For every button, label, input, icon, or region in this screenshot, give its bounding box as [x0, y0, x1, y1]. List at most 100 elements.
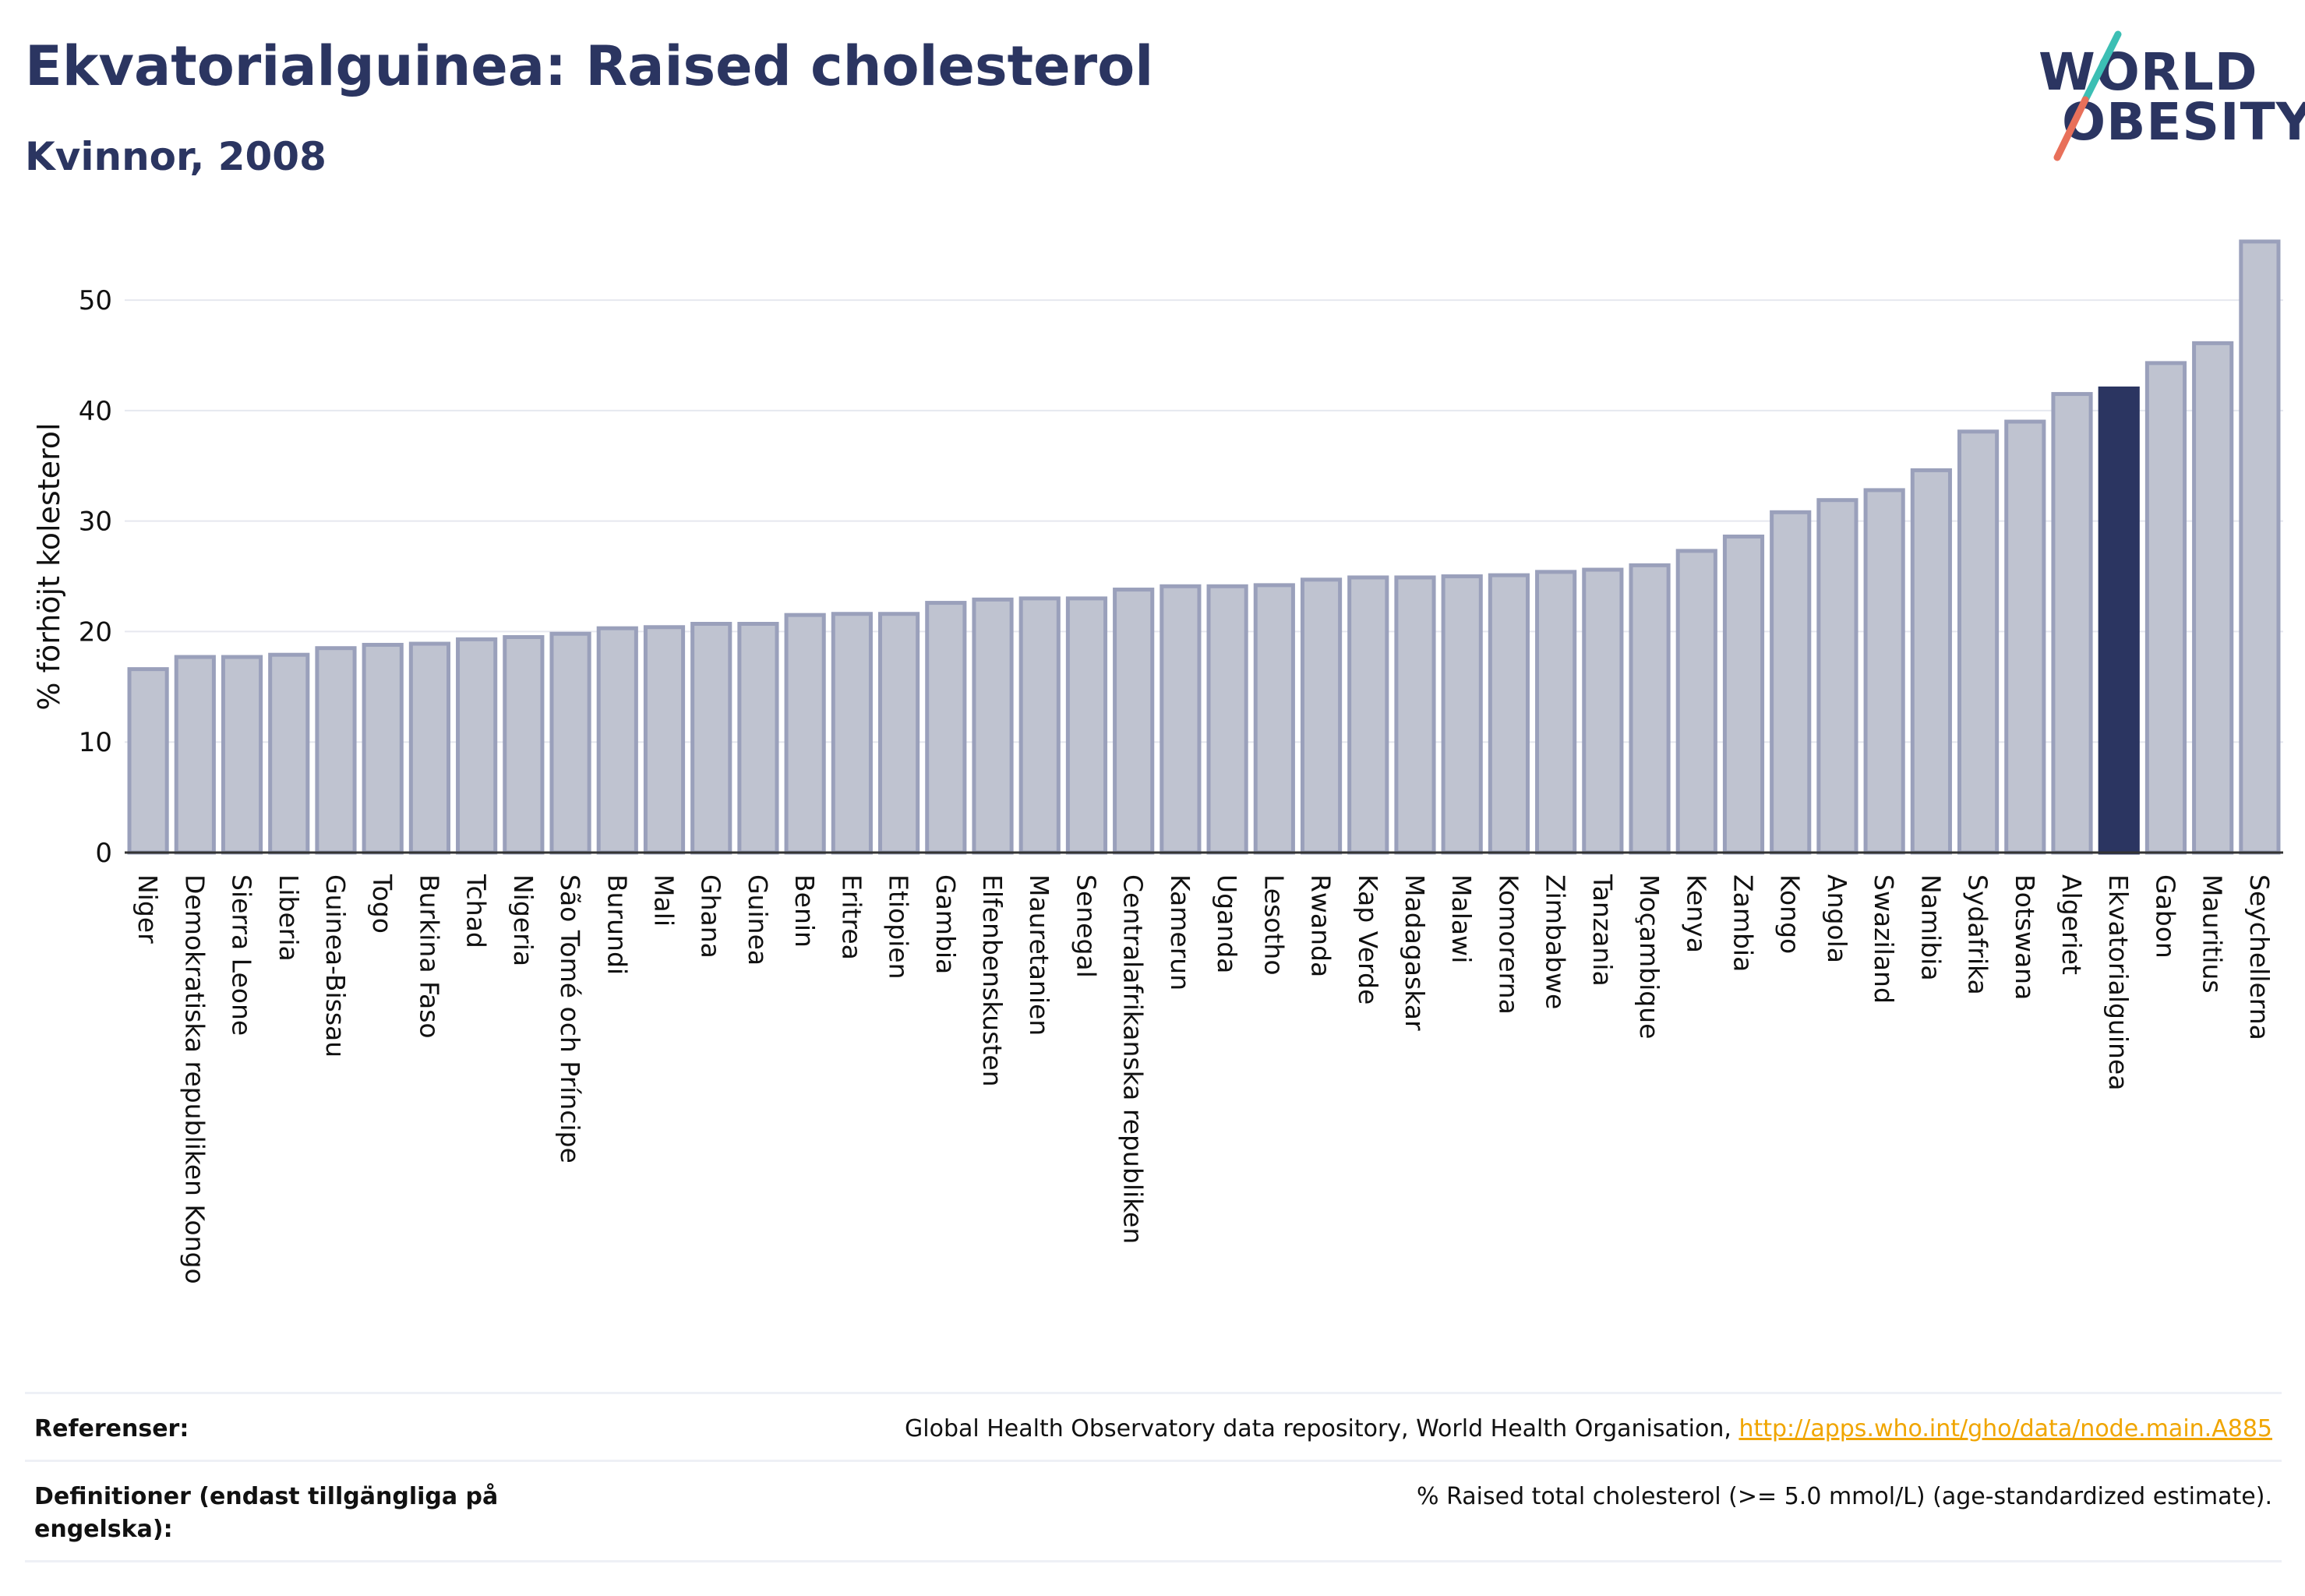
bar[interactable] — [690, 622, 732, 855]
x-tick-label: Senegal — [1071, 874, 1101, 978]
x-tick-label: Namibia — [1915, 874, 1946, 981]
x-tick-label: Botswana — [2010, 874, 2040, 1000]
x-tick-label: Rwanda — [1306, 874, 1336, 977]
bar[interactable] — [1206, 584, 1248, 855]
bar[interactable] — [1347, 575, 1389, 855]
x-tick-label: Etiopien — [884, 874, 914, 979]
bar[interactable] — [408, 641, 451, 855]
bar[interactable] — [1018, 596, 1061, 855]
references-link[interactable]: http://apps.who.int/gho/data/node.main.A… — [1738, 1415, 2272, 1442]
x-tick-label: Tchad — [461, 874, 492, 948]
y-tick-label: 10 — [79, 727, 112, 758]
chart-subtitle: Kvinnor, 2008 — [25, 134, 327, 179]
bar[interactable] — [2004, 419, 2046, 855]
x-tick-label: Kamerun — [1165, 874, 1195, 990]
x-tick-label: Benin — [789, 874, 820, 948]
bar-chart: 0 10 20 30 40 50 Niger Demokratiska republiken… — [32, 239, 2283, 1284]
x-tick-label: Zimbabwe — [1541, 874, 1571, 1009]
bar[interactable] — [1441, 574, 1483, 855]
bar[interactable] — [1160, 584, 1202, 855]
y-axis-label: % förhöjt kolesterol — [32, 422, 66, 710]
bar[interactable] — [1582, 567, 1624, 855]
bar[interactable] — [1770, 510, 1812, 855]
x-tick-label: Algeriet — [2056, 874, 2087, 975]
bar[interactable] — [2144, 361, 2187, 855]
y-tick-label: 50 — [79, 285, 112, 316]
x-tick-label: Eritrea — [836, 874, 867, 960]
bar[interactable] — [221, 655, 263, 855]
bar[interactable] — [2192, 341, 2234, 855]
definitions-row: Definitioner (endast tillgängliga på eng… — [25, 1460, 2282, 1562]
x-tick-label: Demokratiska republiken Kongo — [179, 874, 210, 1284]
world-obesity-logo[interactable]: WORLD OBESITY — [2026, 23, 2305, 164]
references-source-text: Global Health Observatory data repositor… — [905, 1415, 1739, 1442]
logo-word-world: WORLD — [2038, 42, 2258, 102]
x-tick-label: São Tomé och Príncipe — [555, 874, 585, 1163]
x-tick-label: Moçambique — [1634, 874, 1664, 1039]
bar[interactable] — [1675, 549, 1717, 855]
bar[interactable] — [1722, 534, 1765, 855]
bar[interactable] — [1394, 575, 1436, 855]
bar[interactable] — [174, 655, 216, 855]
x-tick-label: Togo — [367, 874, 397, 934]
bars — [127, 239, 2281, 855]
bar[interactable] — [1253, 583, 1295, 855]
x-tick-label: Mali — [649, 874, 679, 927]
x-tick-label: Malawi — [1446, 874, 1477, 963]
x-tick-label: Madagaskar — [1400, 874, 1430, 1031]
bar[interactable] — [1957, 429, 2000, 855]
x-tick-label: Sierra Leone — [227, 874, 257, 1036]
bar[interactable] — [925, 601, 967, 855]
bar[interactable] — [1113, 588, 1155, 855]
x-tick-label: Centralafrikanska republiken — [1118, 874, 1149, 1244]
bar[interactable] — [1910, 468, 1952, 855]
bar[interactable] — [643, 625, 686, 855]
bar[interactable] — [784, 613, 826, 855]
x-tick-label: Elfenbenskusten — [977, 874, 1008, 1087]
x-tick-label: Seychellerna — [2244, 874, 2275, 1040]
y-tick-label: 40 — [79, 396, 112, 427]
x-tick-label: Guinea — [743, 874, 773, 966]
x-tick-label: Kenya — [1681, 874, 1711, 953]
bar[interactable] — [972, 597, 1014, 855]
x-tick-label: Niger — [132, 874, 163, 944]
bar[interactable] — [1065, 596, 1108, 855]
bar[interactable] — [1535, 570, 1577, 855]
x-tick-label: Ghana — [696, 874, 726, 959]
bar[interactable] — [737, 622, 779, 855]
x-tick-label: Mauritius — [2197, 874, 2228, 994]
bar[interactable] — [2051, 392, 2093, 855]
y-tick-label: 0 — [95, 838, 112, 869]
references-table: Referenser: Global Health Observatory da… — [25, 1392, 2282, 1562]
bar[interactable] — [1863, 488, 1905, 855]
x-tick-label: Lesotho — [1258, 874, 1289, 976]
x-tick-label: Liberia — [274, 874, 304, 962]
x-tick-label: Nigeria — [508, 874, 538, 966]
bar[interactable] — [268, 652, 310, 855]
bar[interactable] — [596, 626, 638, 855]
bar[interactable] — [315, 646, 357, 855]
bar[interactable] — [2239, 239, 2281, 855]
bar[interactable] — [1488, 573, 1530, 855]
x-tick-label: Kap Verde — [1353, 874, 1383, 1005]
bar[interactable] — [503, 635, 545, 855]
bar[interactable] — [1629, 563, 1671, 855]
logo-word-obesity: OBESITY — [2062, 92, 2305, 152]
x-tick-label: Gabon — [2150, 874, 2180, 959]
bar[interactable] — [127, 667, 169, 855]
bar[interactable] — [1300, 577, 1343, 855]
x-tick-label: Ekvatorialguinea — [2103, 874, 2134, 1090]
bar[interactable] — [878, 612, 920, 855]
logo-slash-icon — [2053, 30, 2122, 161]
bar[interactable] — [831, 612, 873, 855]
bar-highlighted[interactable] — [2098, 387, 2140, 855]
bar[interactable] — [549, 631, 591, 855]
bar[interactable] — [362, 642, 404, 855]
y-axis-ticks: 0 10 20 30 40 50 — [79, 285, 112, 869]
x-tick-label: Gambia — [930, 874, 961, 974]
bar[interactable] — [456, 637, 498, 855]
references-row: Referenser: Global Health Observatory da… — [25, 1392, 2282, 1460]
definitions-label: Definitioner (endast tillgängliga på eng… — [34, 1483, 499, 1543]
bar[interactable] — [1816, 498, 1858, 855]
x-tick-label: Swaziland — [1869, 874, 1899, 1004]
